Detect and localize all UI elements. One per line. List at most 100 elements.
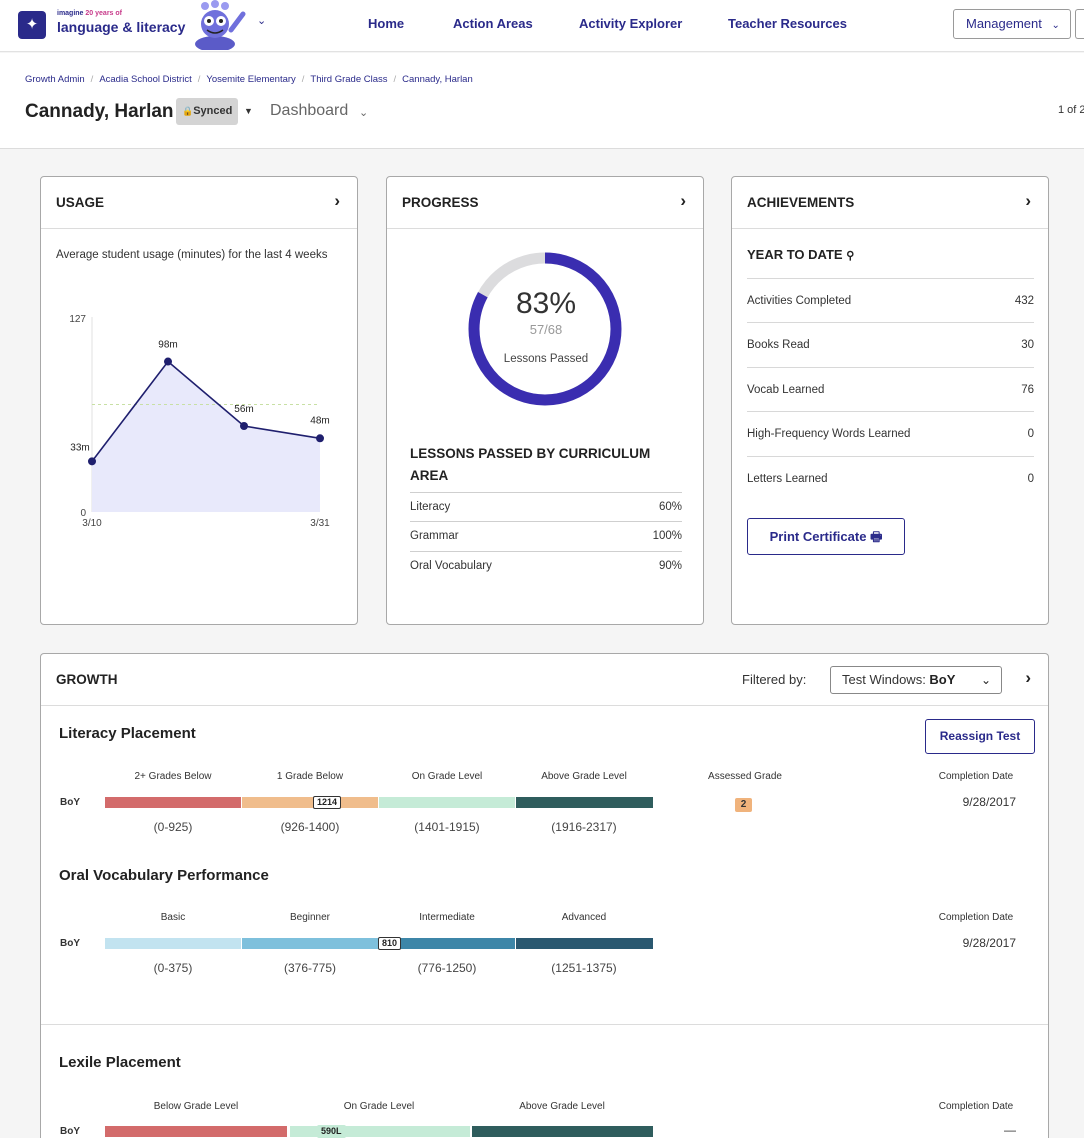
lexile-placement-title: Lexile Placement [59,1054,181,1071]
level-range: (1401-1915) [414,820,480,834]
level-header: 1 Grade Below [276,771,344,782]
achievements-card-header[interactable]: ACHIEVEMENTS › [732,177,1048,229]
logo-tagline: imagine 20 years of [57,10,122,17]
completion-date-header: Completion Date [938,912,1014,923]
level-bar-segment [242,938,378,949]
chevron-right-icon[interactable]: › [334,191,340,210]
management-dropdown[interactable]: Management ⌄ [953,9,1071,39]
level-range: (376-775) [283,961,337,975]
nav-activity-explorer[interactable]: Activity Explorer [579,16,683,31]
filter-value: BoY [929,672,956,687]
achievements-period-label: YEAR TO DATE [747,247,843,262]
curriculum-title: LESSONS PASSED BY CURRICULUM AREA [410,446,651,483]
level-header: On Grade Level [343,1101,415,1112]
usage-description: Average student usage (minutes) for the … [56,249,328,261]
level-header: Beginner [289,912,331,923]
curriculum-label: Grammar [410,530,459,542]
usage-card-header[interactable]: USAGE › [41,177,357,229]
chevron-down-icon[interactable]: ⌄ [359,107,369,119]
test-window-select[interactable]: Test Windows: BoY ⌄ [830,666,1002,694]
level-bar-segment [379,797,515,808]
level-header: Above Grade Level [519,1101,605,1112]
chevron-right-icon[interactable]: › [680,191,686,210]
breadcrumb-item[interactable]: Third Grade Class [310,74,388,85]
test-window-label: BoY [60,1126,80,1137]
nav-action-areas[interactable]: Action Areas [453,16,533,31]
reassign-test-button[interactable]: Reassign Test [925,719,1035,754]
level-bar-segment [516,797,653,808]
x-tick-label: 3/31 [310,518,330,529]
view-selector-label[interactable]: Dashboard [270,102,349,119]
progress-card-header[interactable]: PROGRESS › [387,177,703,229]
data-point [164,357,172,366]
level-header: Intermediate [419,912,475,923]
data-label: 56m [234,404,253,415]
level-range: (0-375) [153,961,193,975]
chevron-down-icon[interactable]: ⌄ [257,15,267,27]
completion-date: 9/28/2017 [962,795,1016,809]
achievement-row: Books Read 30 [747,322,1034,367]
print-certificate-button[interactable]: Print Certificate 🖶 [747,518,905,555]
chevron-down-icon: ⌄ [980,673,991,687]
breadcrumb-item[interactable]: Yosemite Elementary [206,74,296,85]
achievement-row: Letters Learned 0 [747,456,1034,501]
logo-wordmark[interactable]: language & literacy [57,19,186,35]
data-label: 98m [158,340,177,351]
level-header: 2+ Grades Below [134,771,212,782]
achievement-label: Vocab Learned [747,384,825,396]
level-range: (926-1400) [280,820,340,834]
data-point [316,434,324,443]
achievement-label: Books Read [747,339,810,351]
mascot-icon [195,0,246,50]
level-bar-segment [290,1126,470,1137]
achievements-period: YEAR TO DATE ⚲ [747,247,854,262]
score-marker: 1214 [313,796,342,809]
nav-home[interactable]: Home [368,16,405,31]
breadcrumb: Growth Admin / Acadia School District / Yose… [25,74,473,85]
level-header: Basic [160,912,186,923]
breadcrumb-item[interactable]: Growth Admin [25,74,85,85]
breadcrumb-item[interactable]: Cannady, Harlan [402,74,473,85]
achievement-row: High-Frequency Words Learned 0 [747,411,1034,456]
completion-date: — [1004,1123,1016,1137]
progress-title: PROGRESS [402,195,479,210]
y-tick-label: 127 [69,314,86,325]
achievement-label: Activities Completed [747,295,852,307]
chevron-right-icon[interactable]: › [1025,668,1031,687]
curriculum-value: 90% [658,560,682,572]
breadcrumb-separator: / [197,74,201,85]
sparkle-logo-icon[interactable]: ✦ [18,11,46,39]
achievement-value: 432 [1014,295,1034,307]
breadcrumb-separator: / [393,74,397,85]
assessed-grade-badge: 2 [735,798,752,812]
achievement-row: Vocab Learned 76 [747,367,1034,412]
achievements-card: ACHIEVEMENTS › YEAR TO DATE ⚲ Activities… [731,176,1049,625]
sync-status-badge[interactable]: 🔒Synced [176,98,239,125]
caret-down-icon[interactable]: ▼ [244,106,253,116]
level-range: (1916-2317) [551,820,617,834]
achievements-title: ACHIEVEMENTS [747,195,855,210]
achievement-value: 0 [1027,428,1034,440]
curriculum-label: Literacy [410,501,451,513]
breadcrumb-item[interactable]: Acadia School District [99,74,192,85]
curriculum-row: Oral Vocabulary 90% [410,551,682,581]
management-label: Management [966,16,1042,31]
chevron-right-icon[interactable]: › [1025,191,1031,210]
next-menu-button[interactable] [1075,9,1084,39]
achievement-label: High-Frequency Words Learned [747,428,911,440]
growth-title: GROWTH [56,672,118,687]
page-header: Growth Admin / Acadia School District / Yose… [0,53,1084,149]
achievement-value: 0 [1027,473,1034,485]
test-window-label: BoY [60,797,80,808]
level-range: (776-1250) [417,961,477,975]
usage-area [92,361,320,512]
level-bar-segment [105,797,241,808]
y-tick-label: 0 [80,508,86,519]
level-range: (0-925) [153,820,193,834]
nav-teacher-resources[interactable]: Teacher Resources [728,16,847,31]
level-header: Above Grade Level [541,771,627,782]
level-bar-segment [379,938,515,949]
achievement-label: Letters Learned [747,473,828,485]
pin-icon[interactable]: ⚲ [846,250,855,262]
curriculum-value: 60% [658,501,682,513]
